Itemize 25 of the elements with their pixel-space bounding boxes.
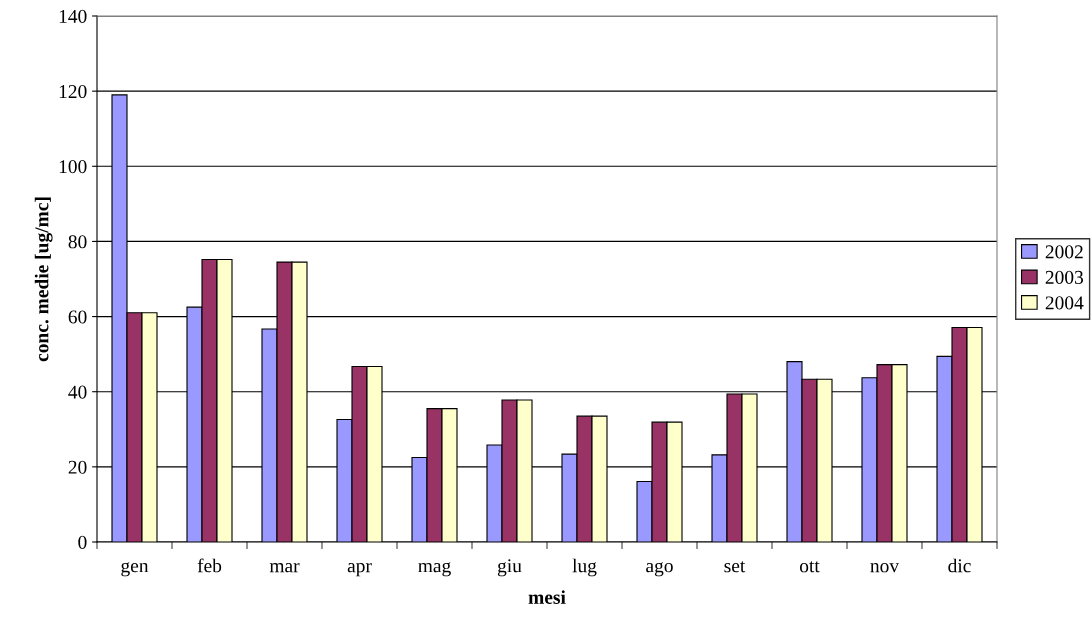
x-tick-label: gen — [121, 562, 149, 577]
x-tick-label: nov — [870, 563, 900, 573]
x-tick-label: ott — [799, 561, 820, 573]
x-tick-label: lug — [572, 558, 597, 577]
x-tick-label: giu — [497, 559, 522, 577]
x-tick-label: apr — [347, 563, 372, 577]
y-tick-label: 40 — [68, 385, 87, 399]
x-axis-title: mesi — [528, 590, 566, 604]
y-tick-label: 120 — [59, 84, 87, 99]
y-tick-label: 100 — [59, 160, 87, 174]
x-tick-label: feb — [197, 558, 222, 573]
y-tick-label: 0 — [78, 535, 87, 549]
y-axis-title: conc. medie [ug/mc] — [34, 197, 53, 362]
x-tick-label: mag — [418, 562, 451, 577]
legend-label: 2004 — [1045, 296, 1084, 310]
y-tick-label: 60 — [68, 310, 87, 324]
x-tick-label: set — [724, 561, 746, 573]
x-tick-label: mar — [269, 563, 300, 573]
x-tick-label: ago — [646, 562, 673, 577]
y-tick-label: 20 — [68, 460, 87, 474]
y-tick-label: 140 — [59, 9, 87, 23]
y-tick-label: 80 — [68, 235, 87, 249]
legend-label: 2003 — [1045, 270, 1084, 284]
legend-label: 2002 — [1045, 245, 1083, 259]
x-tick-label: dic — [948, 558, 971, 573]
